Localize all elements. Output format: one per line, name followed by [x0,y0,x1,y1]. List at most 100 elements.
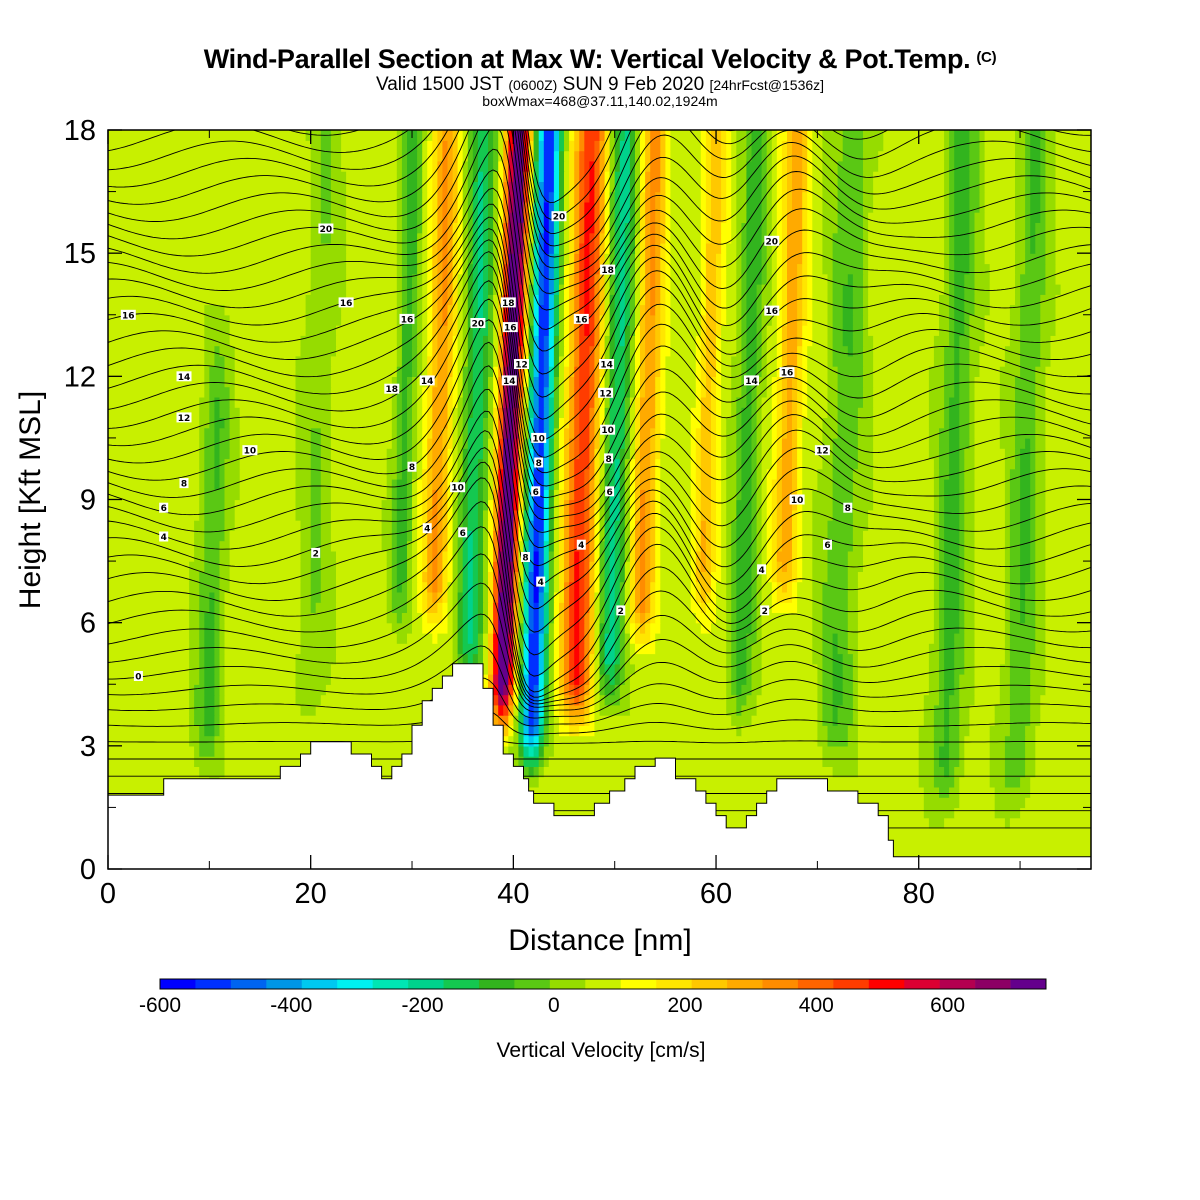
w-field-cell [1015,222,1026,234]
w-field-cell [452,448,459,460]
w-field-cell [462,325,469,336]
w-field-cell [604,335,611,347]
w-field-cell [619,458,626,470]
w-field-cell [700,489,712,501]
w-field-cell [787,263,798,275]
w-field-cell [386,561,393,572]
w-field-cell [503,407,509,418]
w-field-cell [650,242,656,254]
w-field-cell [477,643,484,655]
w-field-cell [330,489,388,501]
w-field-cell [822,150,844,162]
w-field-cell [964,294,975,306]
w-field-cell [462,160,469,172]
w-field-cell [604,212,611,223]
w-field-cell [705,171,712,182]
w-field-cell [1055,314,1091,326]
w-field-cell [812,653,823,665]
w-field-cell [822,458,834,470]
w-field-cell [939,694,945,706]
w-field-cell [452,386,459,398]
w-field-cell [548,294,555,306]
w-field-cell [467,612,474,624]
w-field-cell [194,704,205,716]
w-field-cell [857,622,935,634]
w-field-cell [320,458,332,470]
w-field-cell [614,263,621,275]
w-field-cell [954,284,965,295]
w-field-cell [721,325,737,336]
w-field-cell [1035,386,1046,398]
w-field-cell [315,704,484,716]
w-field-cell [645,376,656,388]
w-field-cell [330,479,388,490]
w-field-cell [295,407,332,418]
w-field-cell [857,437,874,449]
w-field-cell [1020,458,1031,470]
w-field-cell [614,674,621,685]
w-field-cell [412,273,418,285]
w-field-cell [807,294,813,306]
w-field-cell [629,468,636,480]
w-field-cell [624,273,631,285]
w-field-cell [391,602,408,613]
w-field-cell [442,437,449,449]
w-field-cell [472,201,479,213]
w-field-cell [655,304,661,316]
w-field-cell [498,479,504,490]
w-field-cell [695,520,702,531]
w-field-cell [503,355,509,367]
w-field-cell [594,355,601,367]
w-field-cell [766,263,773,275]
w-field-cell [452,458,459,470]
w-field-cell [518,458,525,470]
w-field-cell [746,294,758,306]
w-field-cell [650,160,661,172]
w-field-cell [736,612,753,624]
w-field-cell [1020,335,1041,347]
w-field-cell [609,284,616,295]
w-field-cell [564,171,570,182]
w-field-cell [751,499,758,511]
w-field-cell [660,345,671,357]
w-field-cell [640,489,646,501]
w-field-cell [594,376,601,388]
w-field-cell [604,550,611,562]
w-field-cell [994,797,1026,809]
chart-title: Wind-Parallel Section at Max W: Vertical… [203,44,997,74]
w-field-cell [594,509,601,521]
w-field-cell [645,212,651,223]
w-field-cell [695,335,702,347]
w-field-cell [650,540,656,552]
w-field-cell [574,181,580,193]
w-field-cell [944,181,950,193]
w-field-cell [452,284,459,295]
w-field-cell [401,201,408,213]
w-field-cell [604,458,611,470]
w-field-cell [949,181,955,193]
w-field-cell [401,366,413,377]
w-field-cell [396,376,403,388]
w-field-cell [437,499,444,511]
w-field-cell [543,571,550,583]
w-field-cell [690,458,697,470]
w-field-cell [422,540,428,552]
w-field-cell [792,550,798,562]
w-field-cell [721,160,727,172]
w-field-cell [467,448,484,460]
w-field-cell [452,345,459,357]
w-field-cell [711,407,717,418]
w-field-cell [548,653,555,665]
w-field-cell [528,561,535,572]
w-field-cell [579,171,585,182]
w-field-cell [447,304,454,316]
w-field-cell [852,653,859,665]
w-field-cell [310,427,322,439]
w-field-cell [498,325,504,336]
w-field-cell [1030,458,1036,470]
w-field-cell [548,684,555,696]
w-field-cell [498,191,504,203]
w-field-cell [726,242,737,254]
w-field-cell [432,222,438,234]
w-field-cell [1030,520,1036,531]
